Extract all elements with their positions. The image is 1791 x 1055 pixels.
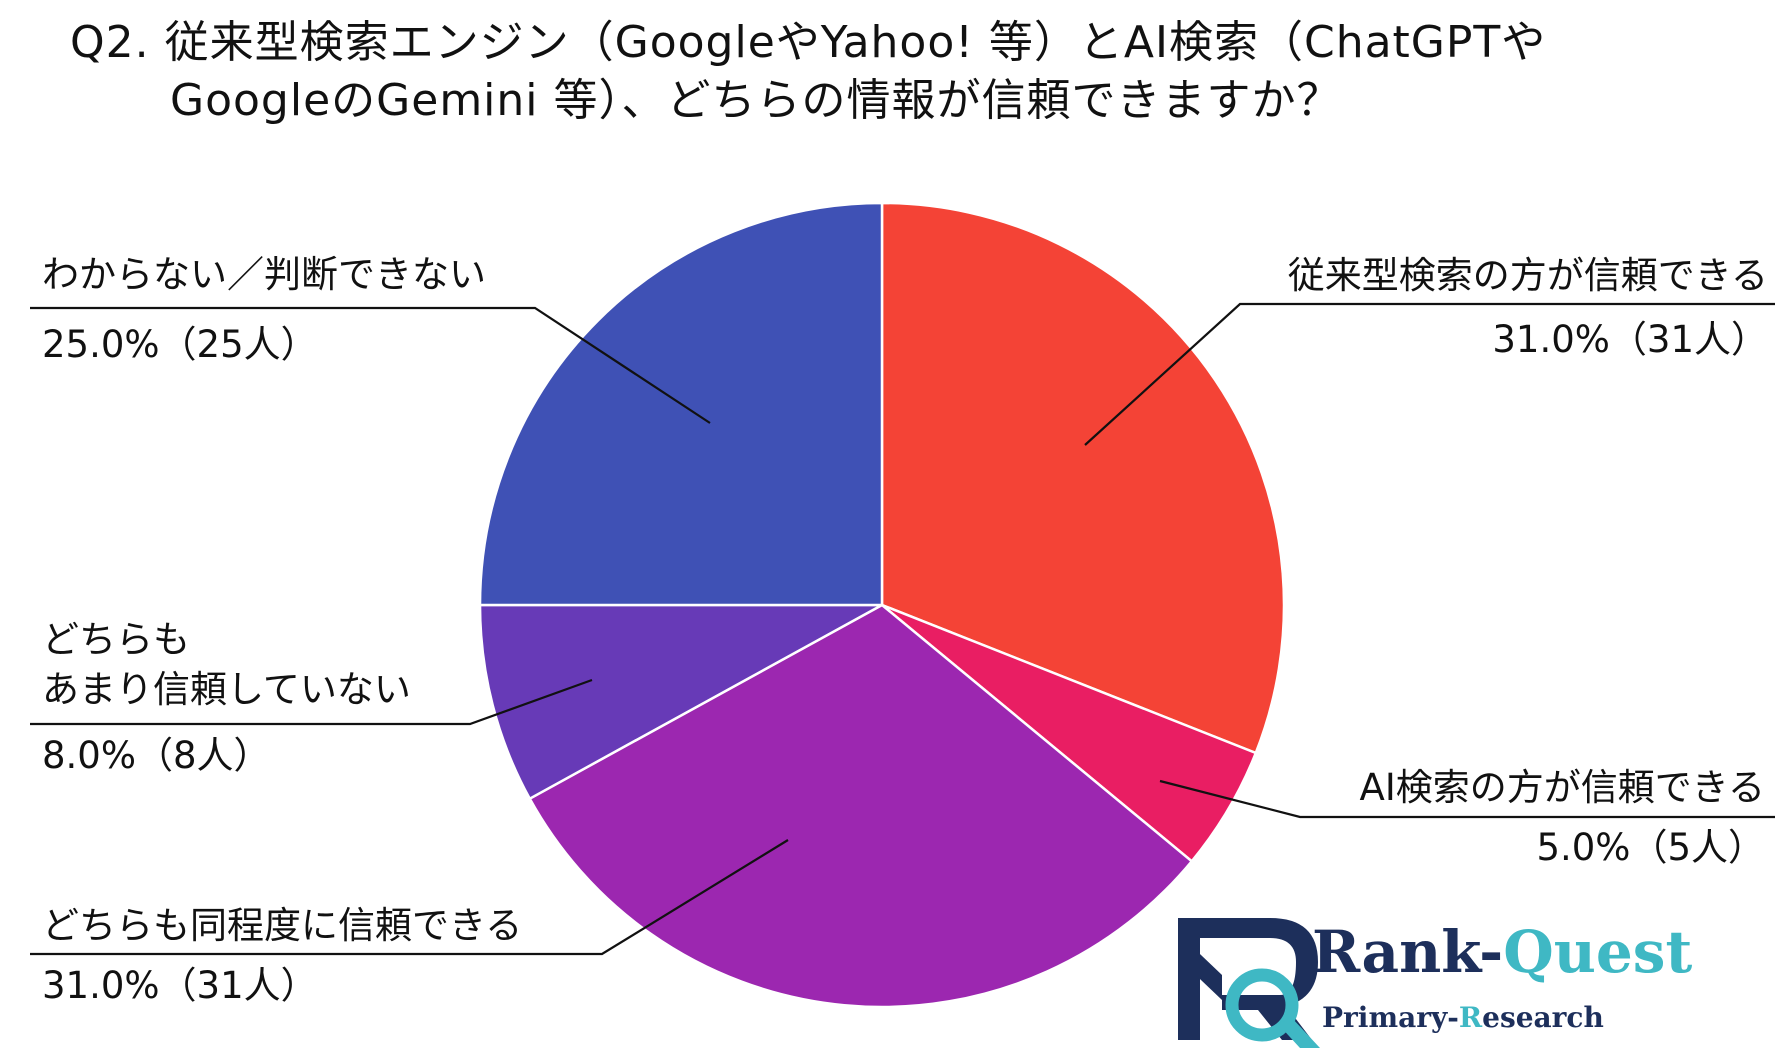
leader-line (30, 306, 711, 424)
logo-name: Rank-Quest (1312, 918, 1692, 986)
slice-value-label: 25.0%（25人） (42, 323, 318, 366)
slice-label: どちらもあまり信頼していない (42, 618, 411, 711)
chart-title: Q2. 従来型検索エンジン（GoogleやYahoo! 等）とAI検索（Chat… (70, 14, 1770, 130)
pie-slice (880, 201, 1286, 755)
slice-label: わからない／判断できない (42, 253, 486, 296)
leader-line (30, 678, 593, 726)
slice-label: 従来型検索の方が信頼できる (1288, 254, 1768, 297)
logo-tagline: Primary-Research (1322, 1001, 1604, 1034)
slice-value-label: 8.0%（8人） (42, 734, 271, 777)
slice-value-label: 5.0%（5人） (1536, 826, 1765, 869)
slice-label: AI検索の方が信頼できる (1360, 766, 1765, 809)
leader-lines (30, 302, 1775, 956)
leader-line (30, 839, 789, 956)
rank-quest-logo: Rank-Quest Primary-Research (1178, 918, 1692, 1048)
leader-line (1159, 779, 1775, 819)
slice-value-label: 31.0%（31人） (42, 964, 318, 1007)
chart-title-line2: GoogleのGemini 等）、どちらの情報が信頼できますか？ (170, 75, 1342, 126)
pie-slice (478, 603, 883, 801)
slice-label: どちらも同程度に信頼できる (42, 904, 522, 947)
slice-labels: 従来型検索の方が信頼できる 31.0%（31人） AI検索の方が信頼できる 5.0%（… (42, 253, 1768, 1007)
chart-title-line1: Q2. 従来型検索エンジン（GoogleやYahoo! 等）とAI検索（Chat… (70, 17, 1547, 68)
pie-slice (528, 603, 1194, 1009)
pie-slices (478, 201, 1286, 1009)
logo-mark-icon (1178, 918, 1320, 1048)
leader-line (1084, 302, 1775, 446)
slice-value-label: 31.0%（31人） (1492, 318, 1768, 361)
